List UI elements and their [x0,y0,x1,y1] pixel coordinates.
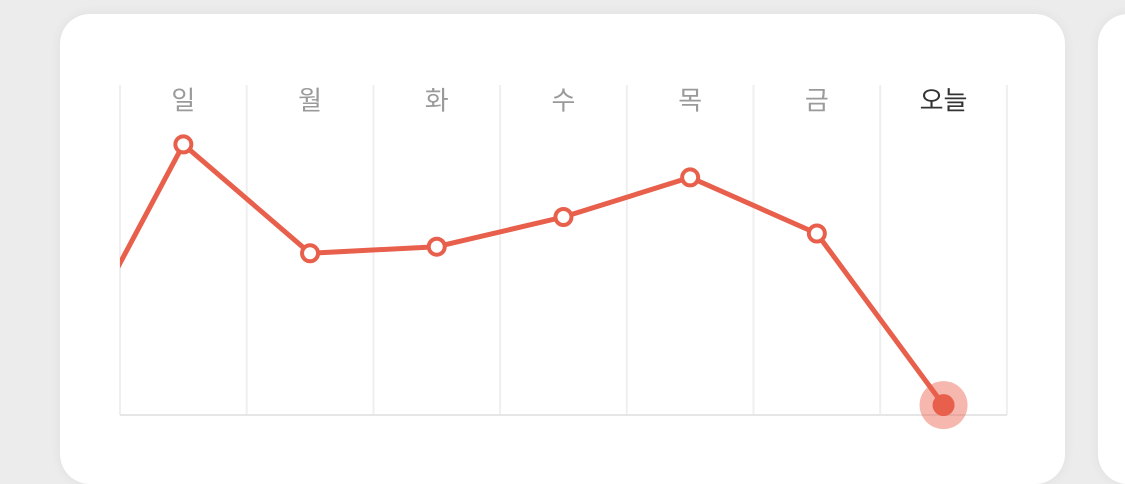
x-tick-label: 오늘 [920,87,968,117]
next-card [1098,14,1125,484]
card [60,14,1065,484]
x-tick-label: 월 [298,87,322,117]
chart: 일 월 화 수 목 금 오늘 [49,85,1008,430]
x-tick-label: 수 [551,87,575,117]
x-tick-label: 화 [425,87,449,117]
marker [426,236,447,257]
marker [173,134,194,155]
marker [553,207,574,227]
x-tick-label: 금 [805,87,829,117]
x-tick-label: 일 [171,87,195,117]
x-tick-label: 목 [678,87,702,117]
marker [300,243,321,264]
line [120,141,946,407]
marker [806,223,827,244]
marker [932,394,955,417]
marker [49,374,65,390]
marker [680,167,701,188]
